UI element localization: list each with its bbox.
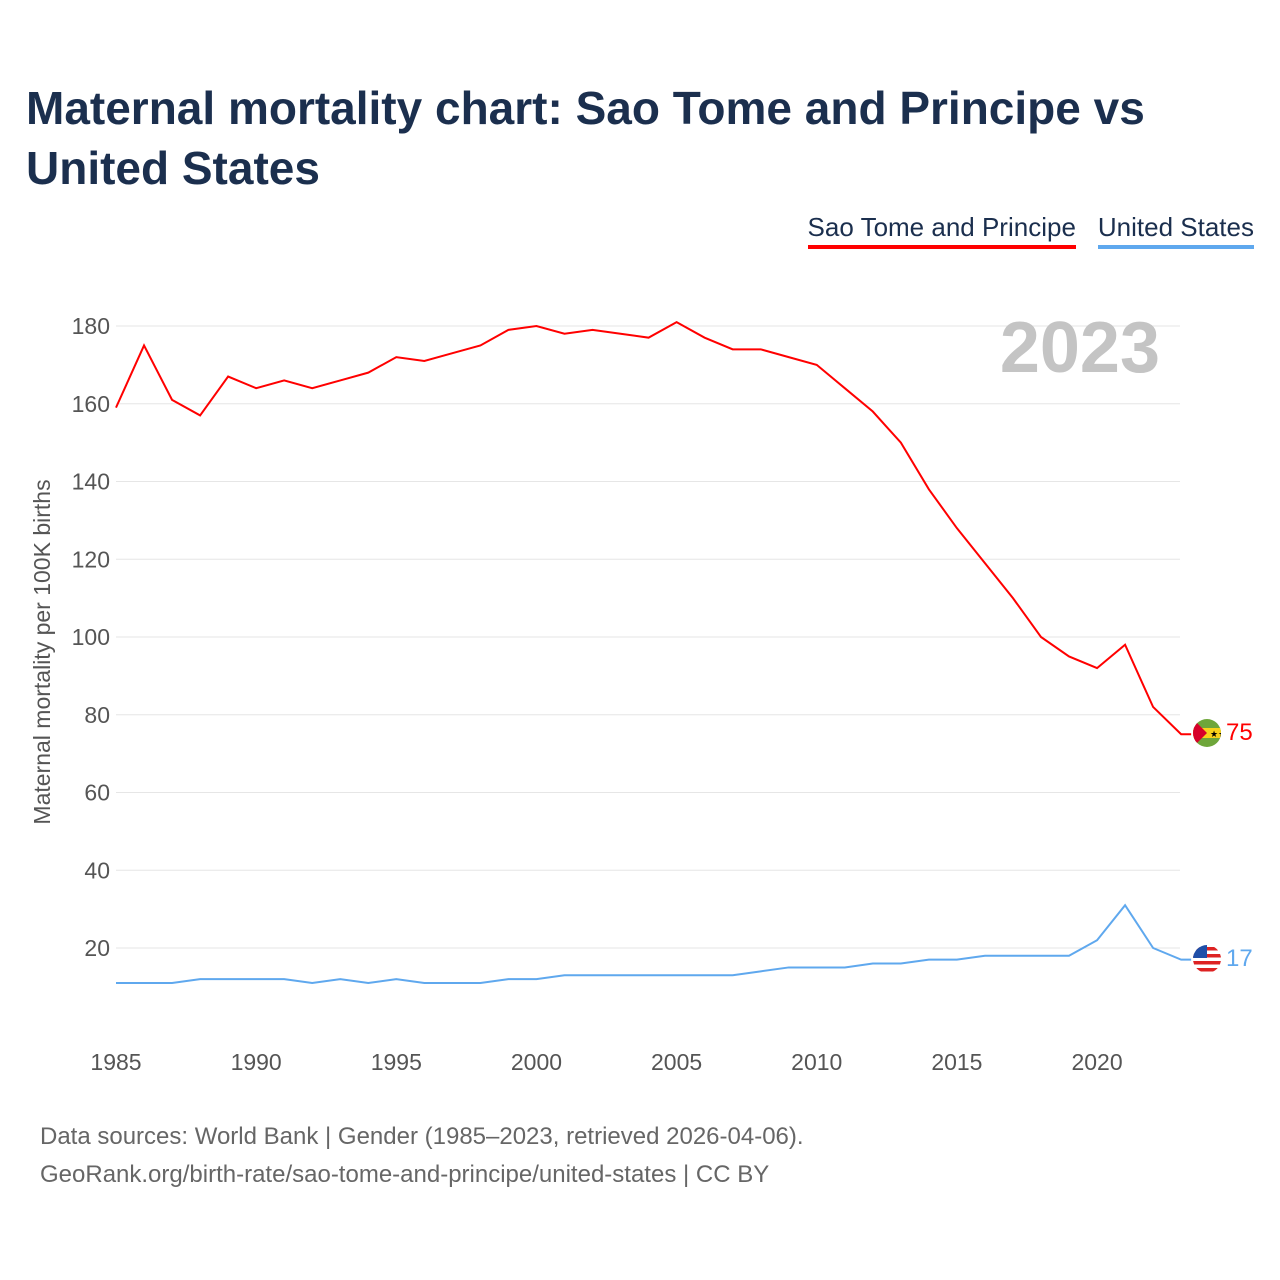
series-line-united-states xyxy=(116,903,1192,984)
legend-item-united-states[interactable]: United States xyxy=(1097,212,1254,249)
x-tick-label: 2000 xyxy=(511,1049,562,1075)
source-line-2[interactable]: GeoRank.org/birth-rate/sao-tome-and-prin… xyxy=(40,1161,770,1188)
y-tick-label: 20 xyxy=(84,935,110,961)
legend: Sao Tome and Principe United States xyxy=(807,212,1254,249)
y-tick-label: 120 xyxy=(72,546,110,572)
y-tick-label: 80 xyxy=(84,702,110,728)
x-tick-label: 1990 xyxy=(231,1049,282,1075)
x-tick-label: 2020 xyxy=(1071,1049,1122,1075)
sao-tome-flag-icon: ★★ xyxy=(1193,719,1226,747)
x-tick-label: 1985 xyxy=(90,1049,141,1075)
y-tick-label: 180 xyxy=(72,313,110,339)
svg-text:★★: ★★ xyxy=(1210,729,1226,739)
line-chart: 20 40 60 80 100 120 140 160 180 1985 1990 1995 2000 2… xyxy=(29,308,1253,1075)
y-tick-label: 60 xyxy=(84,780,110,806)
end-label-united-states: 17 xyxy=(1226,945,1253,972)
y-tick-label: 40 xyxy=(84,857,110,883)
y-axis-label: Maternal mortality per 100K births xyxy=(29,479,55,824)
series-line-sao-tome xyxy=(115,320,1192,736)
x-tick-label: 1995 xyxy=(371,1049,422,1075)
legend-item-sao-tome[interactable]: Sao Tome and Principe xyxy=(807,212,1076,249)
chart-title: Maternal mortality chart: Sao Tome and P… xyxy=(26,82,1145,194)
year-watermark: 2023 xyxy=(1000,308,1160,388)
us-flag-icon xyxy=(1193,945,1221,973)
x-tick-label: 2015 xyxy=(931,1049,982,1075)
x-tick-label: 2005 xyxy=(651,1049,702,1075)
y-tick-label: 140 xyxy=(72,469,110,495)
y-tick-label: 160 xyxy=(72,391,110,417)
y-tick-label: 100 xyxy=(72,624,110,650)
data-source: Data sources: World Bank | Gender (1985–… xyxy=(40,1118,804,1194)
end-label-sao-tome: 75 xyxy=(1226,719,1253,746)
x-tick-label: 2010 xyxy=(791,1049,842,1075)
source-line-1: Data sources: World Bank | Gender (1985–… xyxy=(40,1123,804,1150)
